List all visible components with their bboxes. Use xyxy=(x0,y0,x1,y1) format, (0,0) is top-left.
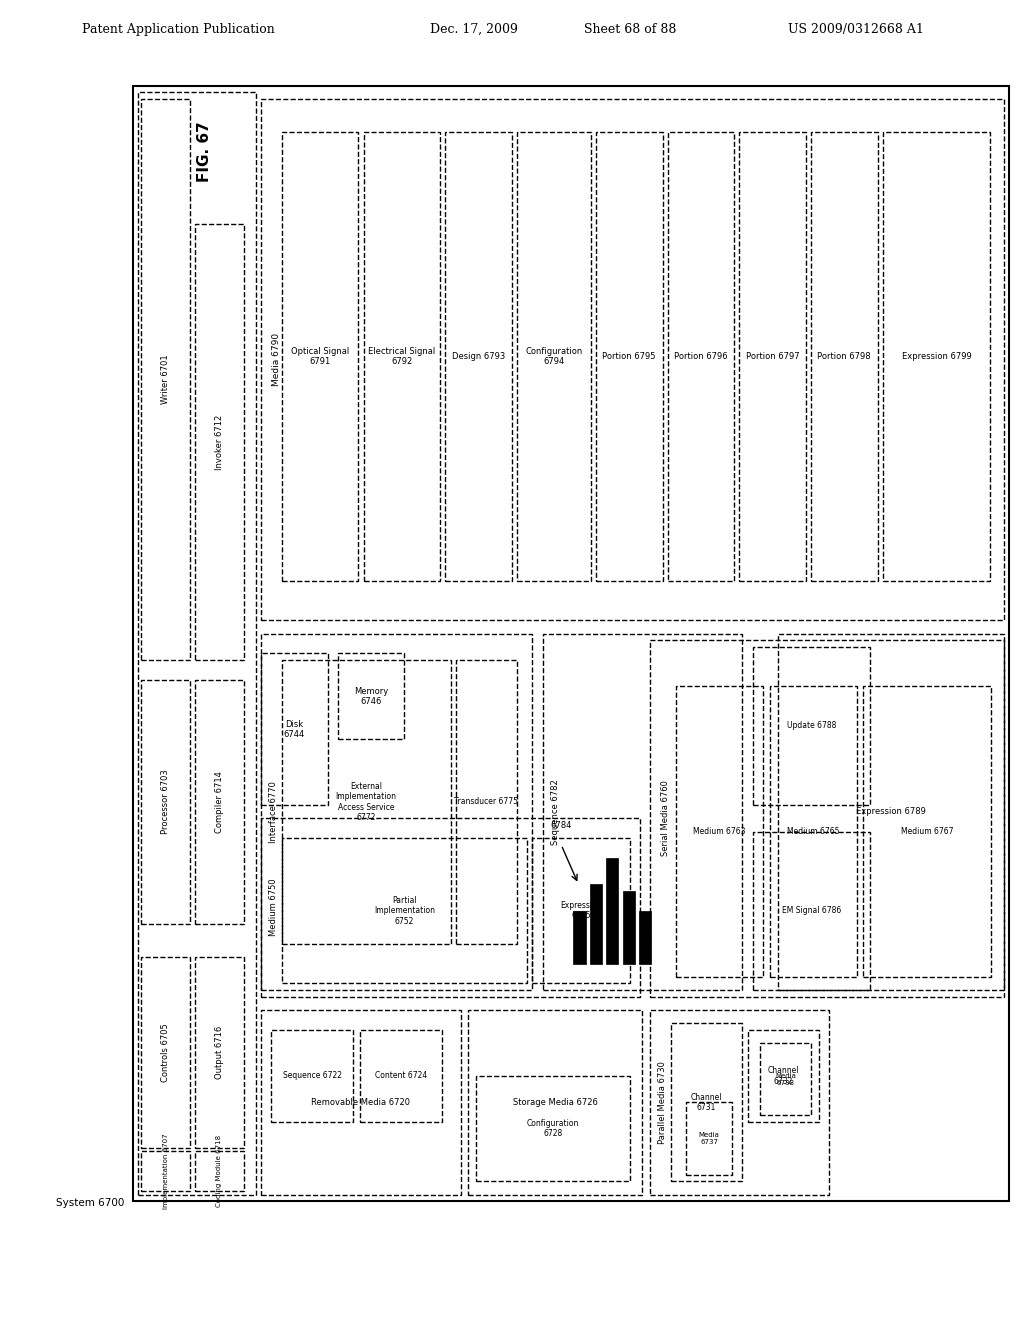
Bar xyxy=(623,891,635,964)
Text: Sequence 6722: Sequence 6722 xyxy=(283,1072,342,1080)
Text: Optical Signal
6791: Optical Signal 6791 xyxy=(291,347,349,366)
Text: Serial Media 6760: Serial Media 6760 xyxy=(662,780,670,857)
Text: Update 6788: Update 6788 xyxy=(786,722,837,730)
Text: Interface 6770: Interface 6770 xyxy=(269,781,278,842)
Text: Disk
6744: Disk 6744 xyxy=(284,719,305,739)
Bar xyxy=(606,858,618,964)
Text: 6784: 6784 xyxy=(551,821,571,829)
Text: Medium 6767: Medium 6767 xyxy=(901,828,953,836)
Text: Channel
6731: Channel 6731 xyxy=(691,1093,722,1111)
Text: Memory
6746: Memory 6746 xyxy=(354,686,388,706)
Text: Transducer 6775: Transducer 6775 xyxy=(455,797,518,807)
Text: Parallel Media 6730: Parallel Media 6730 xyxy=(658,1061,667,1143)
Text: Portion 6796: Portion 6796 xyxy=(674,352,728,360)
Text: System 6700: System 6700 xyxy=(56,1197,125,1208)
Text: Implementation 6707: Implementation 6707 xyxy=(163,1133,169,1209)
Text: Sequence 6782: Sequence 6782 xyxy=(551,779,559,845)
Text: Portion 6795: Portion 6795 xyxy=(602,352,656,360)
Text: Writer 6701: Writer 6701 xyxy=(162,355,170,404)
Text: Portion 6798: Portion 6798 xyxy=(817,352,871,360)
Text: Medium 6765: Medium 6765 xyxy=(787,828,840,836)
Text: Portion 6797: Portion 6797 xyxy=(745,352,800,360)
Text: Configuration
6728: Configuration 6728 xyxy=(526,1119,580,1138)
Text: FIG. 67: FIG. 67 xyxy=(198,121,212,182)
Text: Electrical Signal
6792: Electrical Signal 6792 xyxy=(369,347,435,366)
Text: Patent Application Publication: Patent Application Publication xyxy=(82,22,274,36)
Bar xyxy=(639,911,651,964)
Text: Removable Media 6720: Removable Media 6720 xyxy=(311,1098,411,1106)
Text: Media
6738: Media 6738 xyxy=(775,1073,796,1085)
Text: Dec. 17, 2009: Dec. 17, 2009 xyxy=(430,22,518,36)
Text: Expression
6755: Expression 6755 xyxy=(560,902,602,920)
Text: Expression 6799: Expression 6799 xyxy=(901,352,972,360)
Text: Media
6737: Media 6737 xyxy=(698,1133,720,1144)
Text: Processor 6703: Processor 6703 xyxy=(162,770,170,834)
Text: Channel
6732: Channel 6732 xyxy=(768,1067,799,1085)
Text: Medium 6750: Medium 6750 xyxy=(269,879,278,936)
Text: Media 6790: Media 6790 xyxy=(272,333,281,387)
Text: Invoker 6712: Invoker 6712 xyxy=(215,414,223,470)
Text: Sheet 68 of 88: Sheet 68 of 88 xyxy=(584,22,676,36)
Text: Coding Module 6718: Coding Module 6718 xyxy=(216,1135,222,1206)
Text: Expression 6789: Expression 6789 xyxy=(856,808,926,816)
Text: Design 6793: Design 6793 xyxy=(452,352,506,360)
Text: External
Implementation
Access Service
6772: External Implementation Access Service 6… xyxy=(336,781,396,822)
Bar xyxy=(573,911,586,964)
Text: Compiler 6714: Compiler 6714 xyxy=(215,771,223,833)
Text: Output 6716: Output 6716 xyxy=(215,1026,223,1080)
Text: Controls 6705: Controls 6705 xyxy=(162,1023,170,1082)
Text: Partial
Implementation
6752: Partial Implementation 6752 xyxy=(374,896,435,925)
Text: Content 6724: Content 6724 xyxy=(375,1072,428,1080)
Text: Storage Media 6726: Storage Media 6726 xyxy=(513,1098,597,1106)
Text: Medium 6763: Medium 6763 xyxy=(693,828,745,836)
Text: Configuration
6794: Configuration 6794 xyxy=(525,347,583,366)
Text: EM Signal 6786: EM Signal 6786 xyxy=(782,907,841,915)
Bar xyxy=(590,884,602,964)
Text: US 2009/0312668 A1: US 2009/0312668 A1 xyxy=(788,22,925,36)
